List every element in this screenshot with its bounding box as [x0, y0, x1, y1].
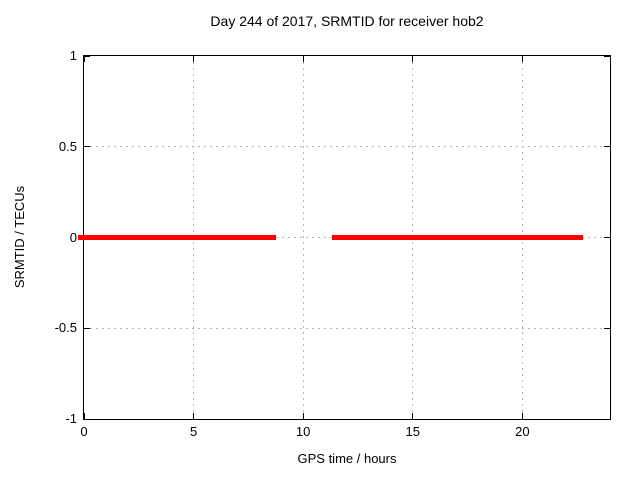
x-tick-bottom	[302, 413, 304, 419]
x-tick-bottom	[521, 413, 523, 419]
y-tick-label: -0.5	[54, 320, 77, 336]
y-tick-right	[604, 418, 610, 420]
series-line-segment	[331, 235, 584, 240]
y-tick-right	[604, 237, 610, 238]
x-tick-top	[521, 56, 523, 62]
x-tick-bottom	[193, 413, 195, 419]
y-tick-right	[604, 146, 610, 148]
plot-area	[78, 55, 611, 420]
x-tick-label: 10	[295, 424, 311, 439]
x-tick-label: 20	[515, 424, 530, 439]
gridline-horizontal	[84, 146, 610, 148]
y-tick-label: 0	[69, 229, 77, 245]
y-tick-label: 0.5	[58, 138, 77, 154]
x-tick-bottom	[412, 413, 414, 419]
y-tick-label: -1	[65, 411, 77, 426]
y-tick-left	[84, 327, 90, 329]
x-tick-bottom	[83, 413, 85, 419]
gridline-horizontal	[84, 327, 610, 329]
x-tick-label: 0	[80, 424, 88, 439]
x-axis-label: GPS time / hours	[297, 451, 397, 466]
y-tick-left	[84, 55, 90, 57]
y-tick-right	[604, 55, 610, 57]
x-tick-label: 15	[405, 424, 420, 439]
x-tick-top	[193, 56, 195, 62]
x-tick-top	[302, 56, 304, 62]
y-tick-left	[84, 146, 90, 148]
y-tick-left	[84, 418, 90, 420]
series-line-segment	[78, 235, 276, 240]
y-tick-label: 1	[69, 48, 77, 63]
x-tick-top	[412, 56, 414, 62]
y-tick-right	[604, 327, 610, 329]
x-tick-top	[83, 56, 85, 62]
chart-title: Day 244 of 2017, SRMTID for receiver hob…	[210, 13, 484, 29]
x-tick-label: 5	[189, 424, 198, 439]
